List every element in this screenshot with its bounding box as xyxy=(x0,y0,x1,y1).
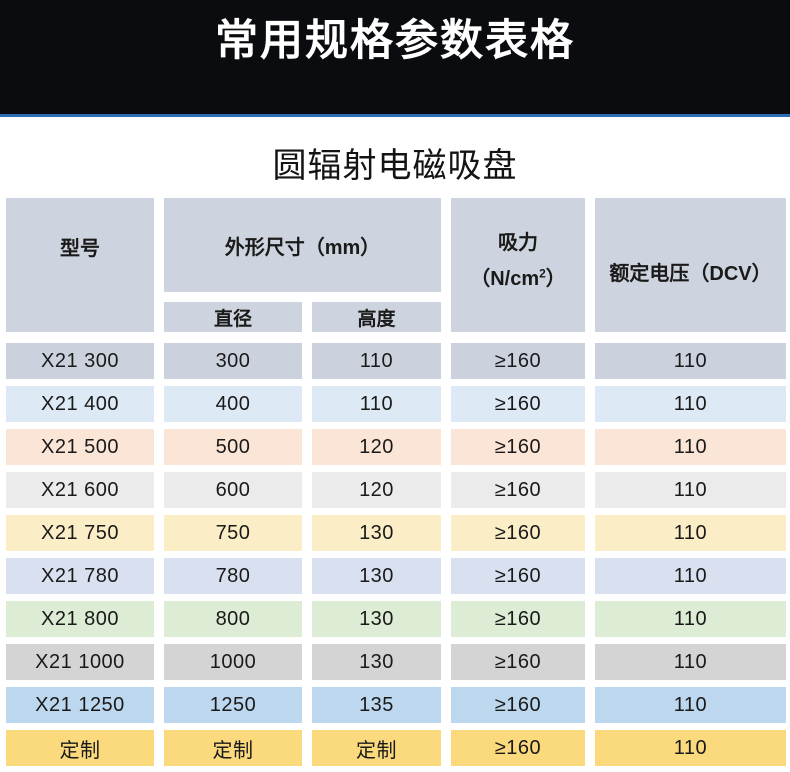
voltage-cell: 110 xyxy=(595,515,786,551)
diameter-cell: 600 xyxy=(164,472,302,508)
suction-cell: ≥160 xyxy=(451,601,585,637)
model-cell: X21 1250 xyxy=(6,687,154,723)
voltage-cell: 110 xyxy=(595,730,786,766)
header-dimensions-group: 外形尺寸（mm） xyxy=(164,198,441,292)
height-cell: 130 xyxy=(312,558,441,594)
suction-unit-post: ） xyxy=(545,267,566,290)
model-cell: X21 500 xyxy=(6,429,154,465)
voltage-cell: 110 xyxy=(595,472,786,508)
model-cell: X21 780 xyxy=(6,558,154,594)
diameter-cell: 780 xyxy=(164,558,302,594)
model-cell: X21 400 xyxy=(6,386,154,422)
model-cell: X21 300 xyxy=(6,343,154,379)
diameter-cell: 300 xyxy=(164,343,302,379)
height-cell: 120 xyxy=(312,472,441,508)
model-cell: X21 1000 xyxy=(6,644,154,680)
banner: 常用规格参数表格 xyxy=(0,0,790,114)
suction-cell: ≥160 xyxy=(451,558,585,594)
height-cell: 110 xyxy=(312,343,441,379)
suction-cell: ≥160 xyxy=(451,472,585,508)
diameter-cell: 400 xyxy=(164,386,302,422)
header-height: 高度 xyxy=(312,302,441,332)
height-cell: 120 xyxy=(312,429,441,465)
diameter-cell: 1000 xyxy=(164,644,302,680)
diameter-cell: 500 xyxy=(164,429,302,465)
model-cell: X21 750 xyxy=(6,515,154,551)
suction-cell: ≥160 xyxy=(451,429,585,465)
suction-cell: ≥160 xyxy=(451,343,585,379)
voltage-cell: 110 xyxy=(595,343,786,379)
header-voltage: 额定电压（DCV） xyxy=(595,198,786,332)
voltage-cell: 110 xyxy=(595,558,786,594)
voltage-cell: 110 xyxy=(595,429,786,465)
header-suction: 吸力 （N/cm2） xyxy=(451,198,585,332)
height-cell: 130 xyxy=(312,644,441,680)
header-suction-unit: （N/cm2） xyxy=(470,262,566,291)
table-row: 定制 定制 定制 ≥160 110 xyxy=(6,730,786,766)
voltage-cell: 110 xyxy=(595,386,786,422)
diameter-cell: 750 xyxy=(164,515,302,551)
suction-cell: ≥160 xyxy=(451,687,585,723)
table-header: 型号 外形尺寸（mm） 直径 高度 吸力 （N/cm2） 额定电压（DCV） xyxy=(6,198,786,332)
voltage-cell: 110 xyxy=(595,687,786,723)
header-model: 型号 xyxy=(6,198,154,332)
suction-cell: ≥160 xyxy=(451,515,585,551)
banner-title: 常用规格参数表格 xyxy=(215,17,575,65)
product-title: 圆辐射电磁吸盘 xyxy=(272,147,518,185)
table-row: X21 1250 1250 135 ≥160 110 xyxy=(6,687,786,723)
height-cell: 110 xyxy=(312,386,441,422)
table-row: X21 500 500 120 ≥160 110 xyxy=(6,429,786,465)
height-cell: 130 xyxy=(312,601,441,637)
suction-unit-superscript: 2 xyxy=(539,265,546,280)
header-diameter: 直径 xyxy=(164,302,302,332)
table-row: X21 400 400 110 ≥160 110 xyxy=(6,386,786,422)
height-cell: 135 xyxy=(312,687,441,723)
diameter-cell: 800 xyxy=(164,601,302,637)
table-row: X21 600 600 120 ≥160 110 xyxy=(6,472,786,508)
diameter-cell: 定制 xyxy=(164,730,302,766)
height-cell: 130 xyxy=(312,515,441,551)
model-cell: 定制 xyxy=(6,730,154,766)
model-cell: X21 600 xyxy=(6,472,154,508)
suction-cell: ≥160 xyxy=(451,730,585,766)
table-row: X21 300 300 110 ≥160 110 xyxy=(6,343,786,379)
suction-cell: ≥160 xyxy=(451,386,585,422)
diameter-cell: 1250 xyxy=(164,687,302,723)
spec-table: 型号 外形尺寸（mm） 直径 高度 吸力 （N/cm2） 额定电压（DCV） X… xyxy=(6,198,786,766)
height-cell: 定制 xyxy=(312,730,441,766)
model-cell: X21 800 xyxy=(6,601,154,637)
table-body: X21 300 300 110 ≥160 110 X21 400 400 110 ≥160 110… xyxy=(6,343,786,766)
table-row: X21 780 780 130 ≥160 110 xyxy=(6,558,786,594)
voltage-cell: 110 xyxy=(595,601,786,637)
table-row: X21 800 800 130 ≥160 110 xyxy=(6,601,786,637)
header-suction-name: 吸力 xyxy=(498,231,538,254)
table-row: X21 750 750 130 ≥160 110 xyxy=(6,515,786,551)
blue-divider-line xyxy=(0,114,790,117)
table-row: X21 1000 1000 130 ≥160 110 xyxy=(6,644,786,680)
suction-unit-pre: （N/cm xyxy=(470,267,540,290)
voltage-cell: 110 xyxy=(595,644,786,680)
suction-cell: ≥160 xyxy=(451,644,585,680)
